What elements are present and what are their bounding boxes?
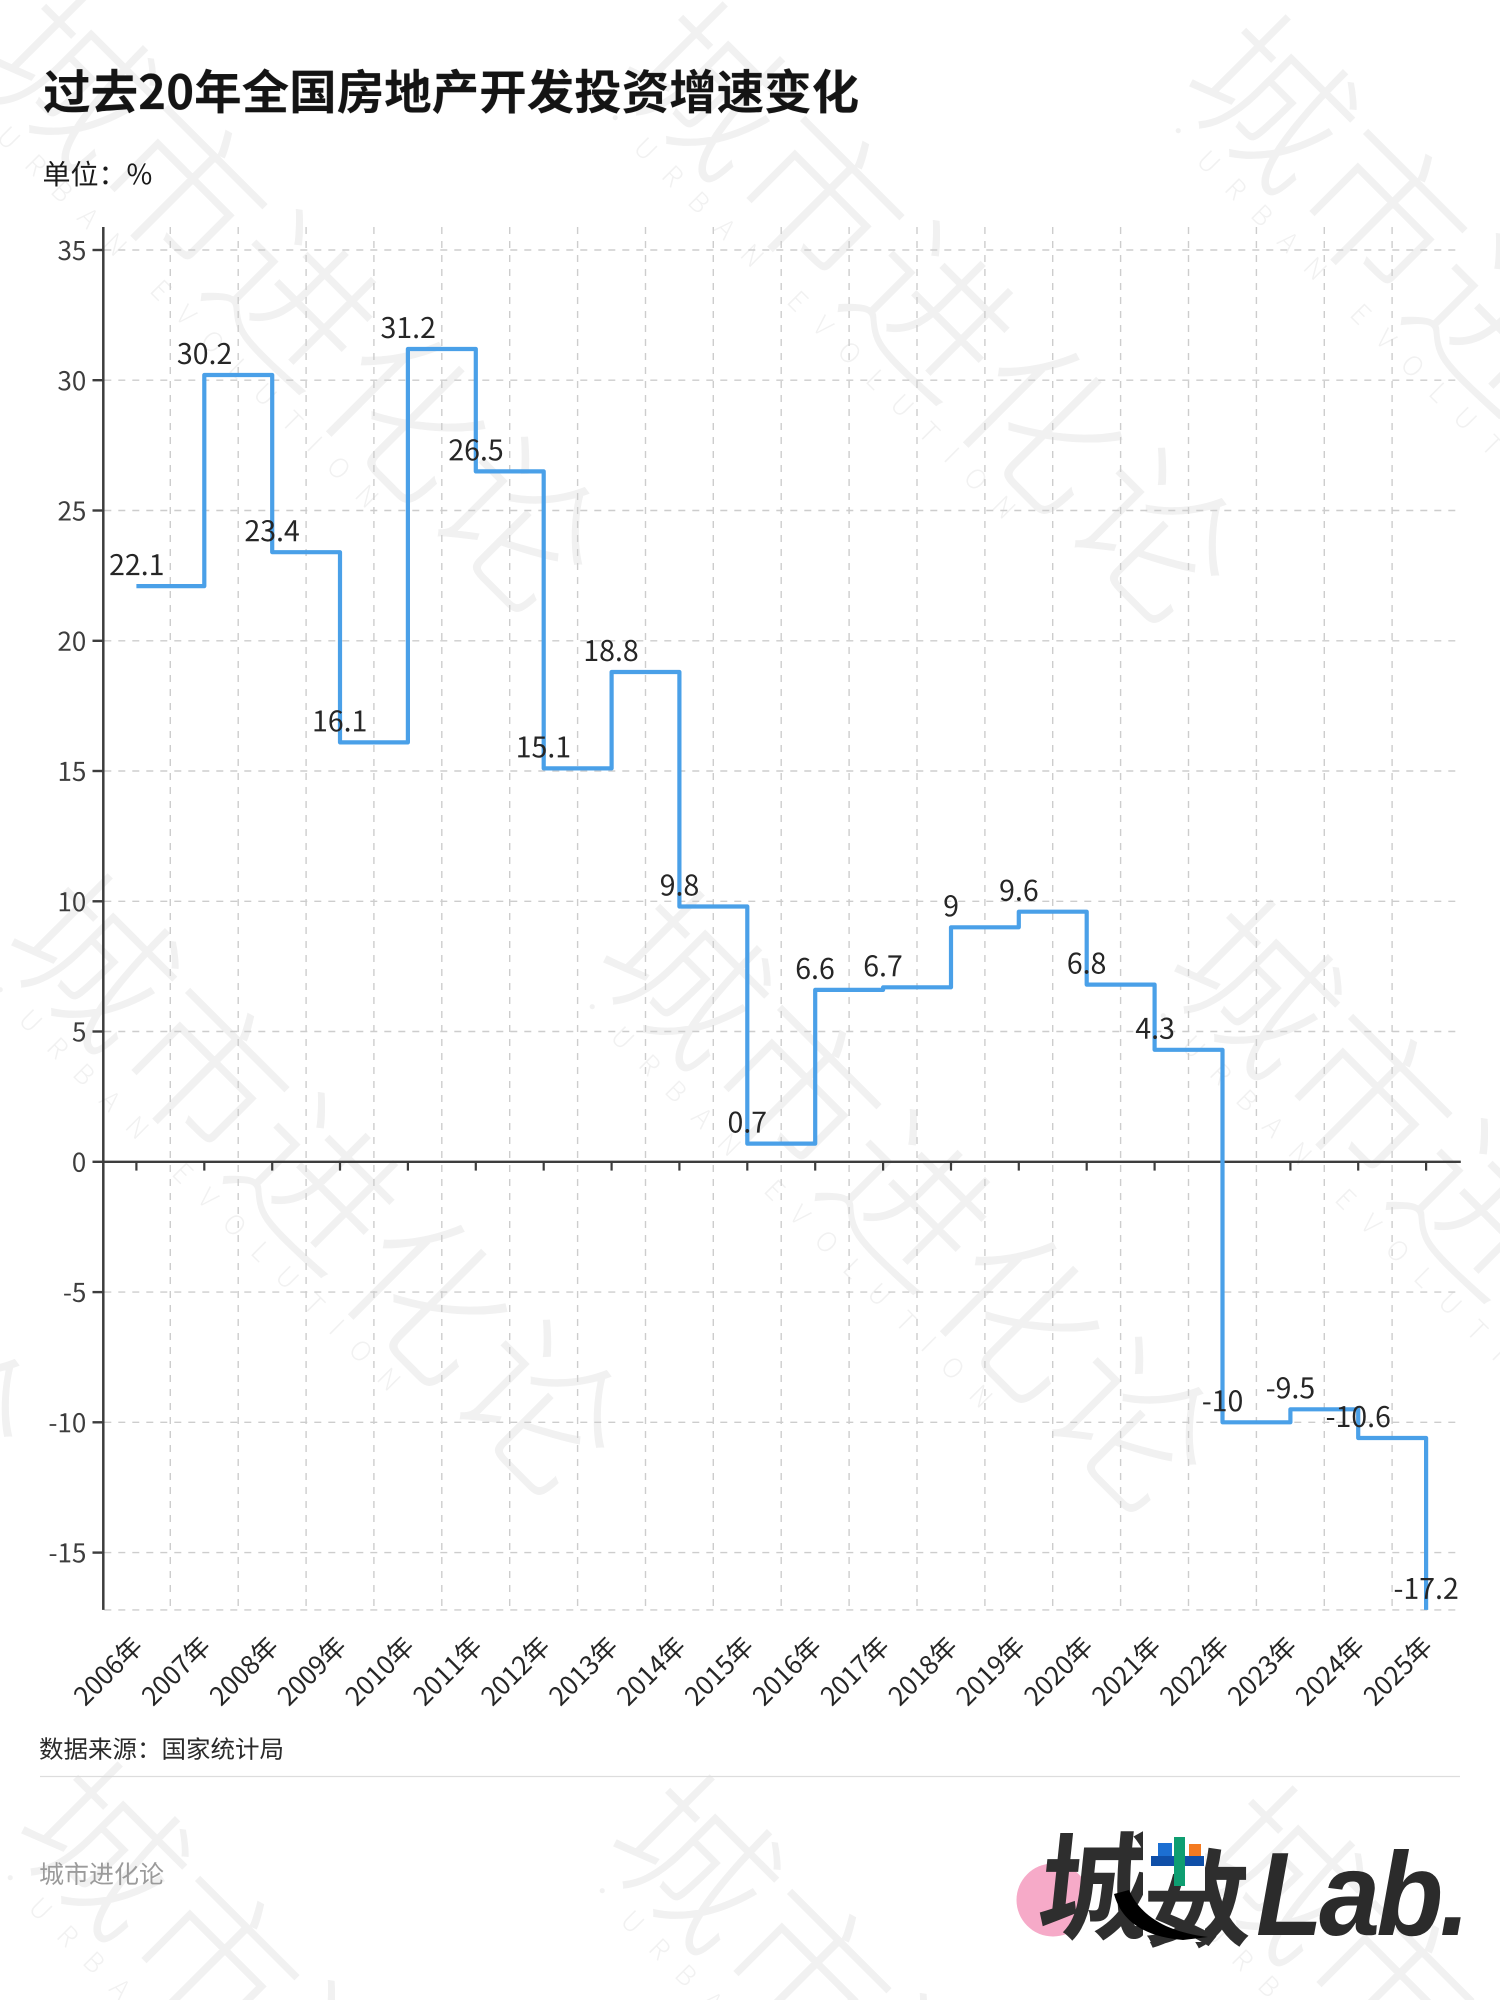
svg-text:Lab.: Lab. [1256,1829,1466,1961]
